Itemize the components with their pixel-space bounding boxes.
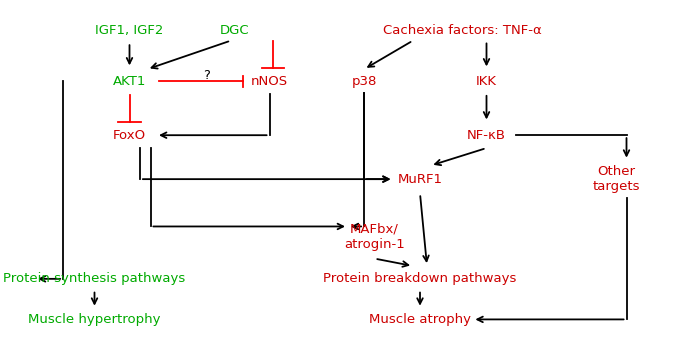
- Text: Cachexia factors: TNF-α: Cachexia factors: TNF-α: [383, 24, 541, 37]
- Text: MAFbx/
atrogin-1: MAFbx/ atrogin-1: [344, 223, 405, 250]
- Text: IKK: IKK: [476, 75, 497, 88]
- Text: Muscle hypertrophy: Muscle hypertrophy: [28, 313, 161, 326]
- Text: MuRF1: MuRF1: [398, 173, 442, 186]
- Text: Other
targets: Other targets: [592, 165, 640, 193]
- Text: Muscle atrophy: Muscle atrophy: [369, 313, 471, 326]
- Text: p38: p38: [351, 75, 377, 88]
- Text: AKT1: AKT1: [113, 75, 146, 88]
- Text: DGC: DGC: [220, 24, 249, 37]
- Text: NF-κB: NF-κB: [467, 129, 506, 142]
- Text: Protein synthesis pathways: Protein synthesis pathways: [4, 272, 186, 285]
- Text: nNOS: nNOS: [251, 75, 288, 88]
- Text: IGF1, IGF2: IGF1, IGF2: [95, 24, 164, 37]
- Text: FoxO: FoxO: [113, 129, 146, 142]
- Text: ?: ?: [203, 69, 210, 82]
- Text: Protein breakdown pathways: Protein breakdown pathways: [323, 272, 517, 285]
